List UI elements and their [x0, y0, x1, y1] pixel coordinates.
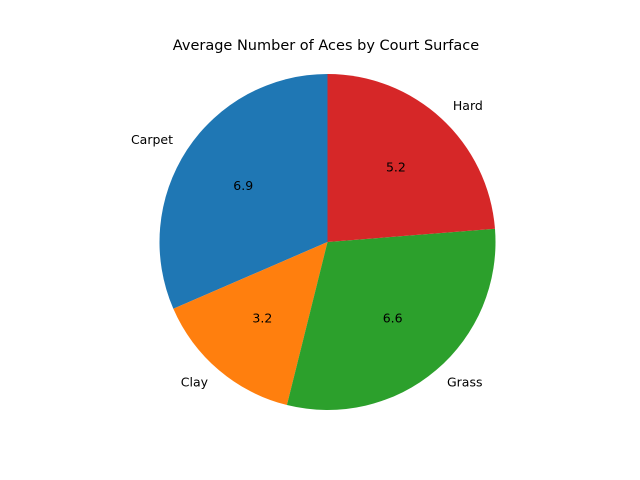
pie-slice-grass	[286, 228, 496, 410]
value-label-grass: 6.6	[383, 310, 403, 325]
value-label-hard: 5.2	[386, 159, 406, 174]
pie-labels: Carpet 6.9 Clay 3.2 Grass 6.6 Hard 5.2	[131, 98, 483, 390]
category-label-grass: Grass	[447, 374, 483, 389]
pie-slices	[159, 74, 496, 410]
category-label-carpet: Carpet	[131, 132, 173, 147]
chart-title: Average Number of Aces by Court Surface	[173, 38, 479, 54]
category-label-hard: Hard	[453, 98, 483, 113]
value-label-carpet: 6.9	[233, 178, 253, 193]
pie-slice-hard	[327, 74, 495, 242]
pie-slice-clay	[173, 242, 328, 406]
category-label-clay: Clay	[181, 374, 209, 389]
pie-slice-carpet	[159, 74, 328, 309]
value-label-clay: 3.2	[252, 310, 272, 325]
